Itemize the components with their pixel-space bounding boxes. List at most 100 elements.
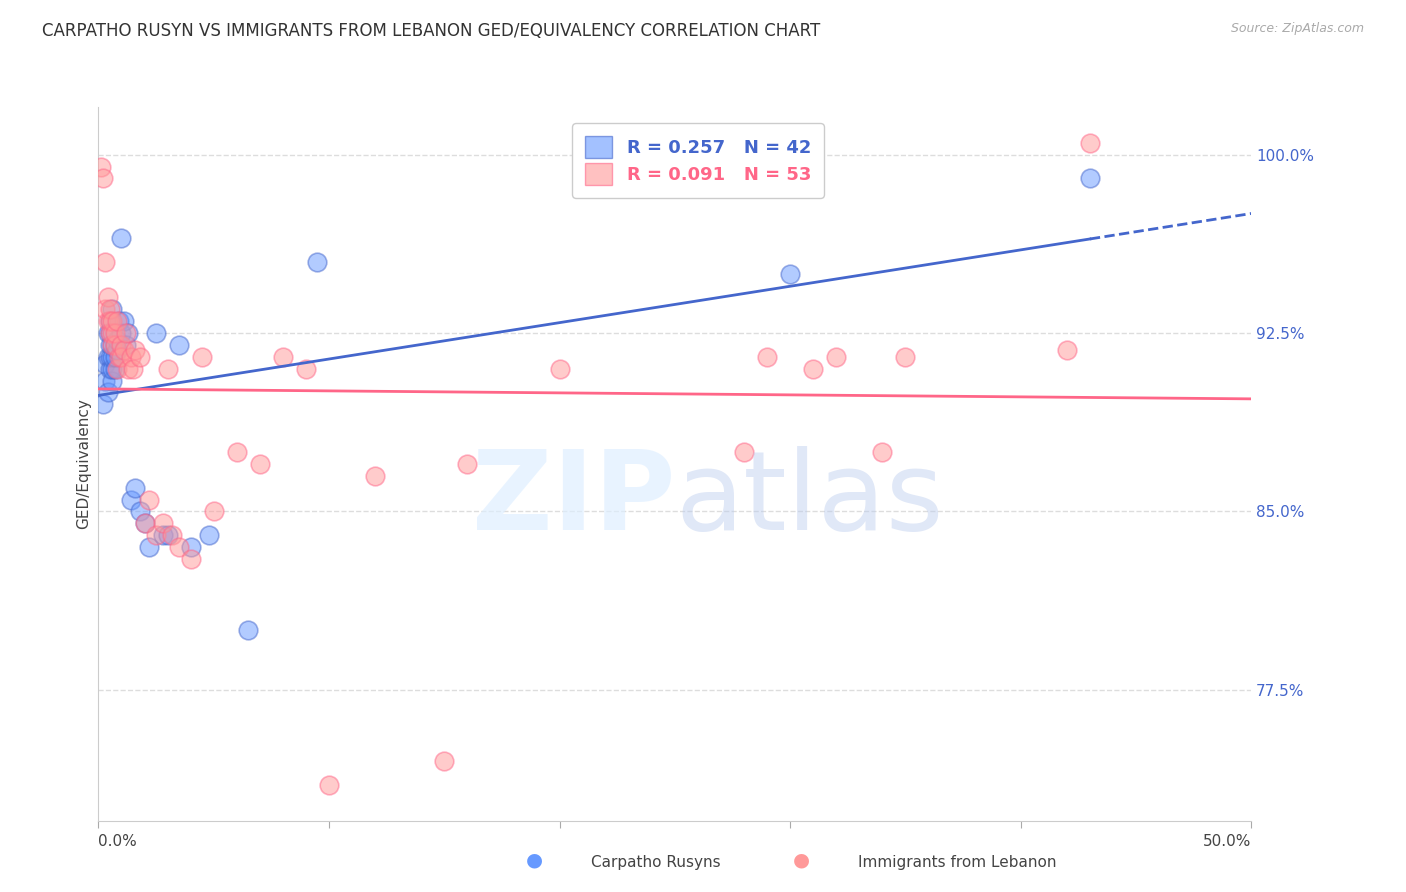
Point [138, 540, 160, 554]
Point [117, 361, 139, 376]
Point [94, 254, 117, 268]
Point [103, 338, 125, 352]
Point [101, 314, 124, 328]
Point [98, 314, 121, 328]
Point [90, 160, 112, 174]
Point [152, 528, 174, 542]
Point [117, 326, 139, 340]
Point [115, 338, 138, 352]
Point [122, 361, 145, 376]
Point [101, 374, 124, 388]
Point [98, 314, 121, 328]
Text: 50.0%: 50.0% [1204, 834, 1251, 849]
Point [145, 528, 167, 542]
Point [94, 374, 117, 388]
Point [101, 326, 124, 340]
Point [433, 754, 456, 768]
Text: Source: ZipAtlas.com: Source: ZipAtlas.com [1230, 22, 1364, 36]
Point [105, 314, 128, 328]
Point [101, 338, 124, 352]
Text: ZIP: ZIP [471, 446, 675, 553]
Y-axis label: GED/Equivalency: GED/Equivalency [76, 399, 91, 529]
Point [894, 350, 917, 364]
Point [129, 350, 152, 364]
Point [97, 314, 120, 328]
Text: Immigrants from Lebanon: Immigrants from Lebanon [858, 855, 1056, 870]
Point [295, 361, 318, 376]
Point [733, 445, 755, 459]
Point [101, 302, 124, 317]
Text: CARPATHO RUSYN VS IMMIGRANTS FROM LEBANON GED/EQUIVALENCY CORRELATION CHART: CARPATHO RUSYN VS IMMIGRANTS FROM LEBANO… [42, 22, 821, 40]
Point [124, 481, 146, 495]
Point [456, 457, 478, 471]
Point [91, 171, 114, 186]
Point [134, 516, 156, 531]
Point [1056, 343, 1078, 357]
Point [152, 516, 174, 531]
Point [112, 343, 135, 357]
Point [94, 302, 117, 317]
Point [103, 361, 125, 376]
Point [134, 516, 156, 531]
Point [98, 326, 121, 340]
Point [94, 357, 117, 371]
Point [97, 326, 120, 340]
Point [756, 350, 779, 364]
Point [98, 361, 121, 376]
Point [91, 397, 114, 411]
Point [198, 528, 221, 542]
Point [1078, 136, 1101, 150]
Point [129, 504, 152, 518]
Point [120, 350, 142, 364]
Point [110, 231, 132, 245]
Point [98, 326, 121, 340]
Legend: R = 0.257   N = 42, R = 0.091   N = 53: R = 0.257 N = 42, R = 0.091 N = 53 [572, 123, 824, 198]
Text: ●: ● [526, 851, 543, 870]
Point [138, 492, 160, 507]
Point [238, 624, 260, 638]
Point [98, 302, 121, 317]
Point [101, 350, 124, 364]
Point [825, 350, 848, 364]
Point [156, 361, 179, 376]
Point [167, 338, 190, 352]
Point [225, 445, 247, 459]
Point [103, 350, 125, 364]
Text: Carpatho Rusyns: Carpatho Rusyns [591, 855, 720, 870]
Point [110, 350, 132, 364]
Point [180, 552, 202, 566]
Point [249, 457, 271, 471]
Point [548, 361, 571, 376]
Point [364, 468, 387, 483]
Point [156, 528, 179, 542]
Point [167, 540, 190, 554]
Point [110, 326, 132, 340]
Point [872, 445, 894, 459]
Point [110, 338, 132, 352]
Point [271, 350, 294, 364]
Text: 0.0%: 0.0% [98, 834, 138, 849]
Point [103, 338, 125, 352]
Point [779, 267, 801, 281]
Point [307, 254, 329, 268]
Point [202, 504, 225, 518]
Point [115, 326, 138, 340]
Point [145, 326, 167, 340]
Point [105, 333, 128, 347]
Text: ●: ● [793, 851, 810, 870]
Point [180, 540, 202, 554]
Point [318, 778, 340, 792]
Point [105, 343, 128, 357]
Point [98, 350, 121, 364]
Point [801, 361, 824, 376]
Point [101, 338, 124, 352]
Point [191, 350, 214, 364]
Point [108, 314, 131, 328]
Point [103, 326, 125, 340]
Point [105, 361, 128, 376]
Point [160, 528, 183, 542]
Text: atlas: atlas [675, 446, 943, 553]
Point [98, 338, 121, 352]
Point [97, 350, 120, 364]
Point [97, 385, 120, 400]
